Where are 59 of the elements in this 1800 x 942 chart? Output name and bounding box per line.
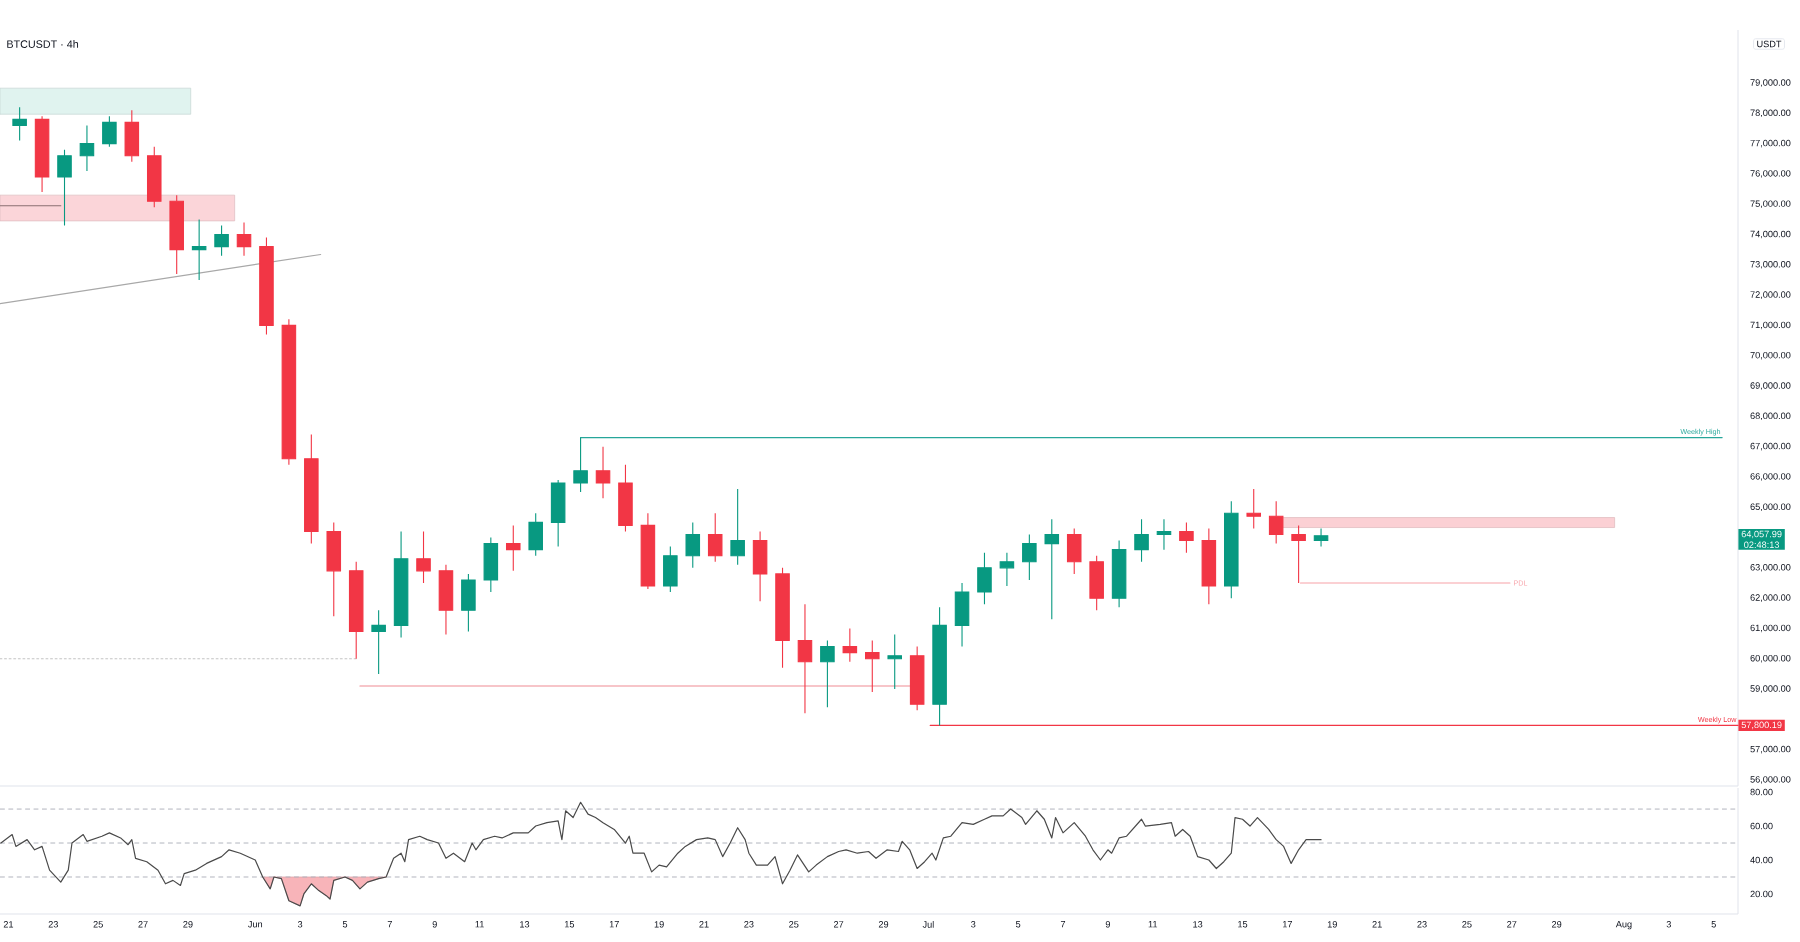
candlestick [550, 479, 566, 548]
candlestick [438, 564, 454, 636]
candlestick [820, 640, 835, 708]
candlestick [977, 552, 992, 605]
candlestick [1089, 555, 1104, 611]
candlestick [214, 224, 229, 257]
candlestick [146, 146, 162, 208]
candlestick [752, 530, 768, 602]
candlestick [1313, 527, 1329, 548]
candlestick [169, 194, 184, 275]
candlestick [191, 218, 207, 281]
candlestick [775, 567, 790, 669]
candlestick [909, 646, 925, 711]
candlestick [102, 115, 117, 148]
candlestick [1201, 527, 1217, 605]
candlestick [483, 536, 499, 593]
candlestick [1022, 533, 1037, 581]
candlestick [57, 149, 72, 226]
candlestick [640, 512, 656, 590]
candlestick [1111, 540, 1127, 608]
candlestick [954, 582, 970, 648]
candlestick [797, 603, 813, 714]
candlestick [1156, 518, 1172, 551]
candlestick [865, 640, 880, 693]
candlestick [1066, 527, 1082, 575]
candlestick [1134, 518, 1149, 563]
candlestick [1179, 521, 1194, 554]
candlestick [663, 546, 678, 593]
candlestick [685, 521, 701, 569]
candlestick [505, 524, 521, 572]
candlestick [573, 436, 588, 493]
candlestick [707, 512, 723, 563]
candlestick [1044, 518, 1060, 620]
candlestick [124, 109, 140, 163]
candlestick [730, 488, 745, 566]
candlestick [348, 561, 364, 660]
candlestick [1268, 500, 1284, 545]
candlestick [393, 530, 409, 639]
candlestick [236, 221, 252, 257]
candlestick [1246, 488, 1262, 529]
candlestick [281, 318, 297, 466]
candlestick [416, 530, 431, 584]
candlestick [1224, 500, 1239, 599]
candlestick [461, 573, 476, 633]
candlestick [79, 124, 95, 172]
candlestick [932, 606, 947, 726]
candlestick [618, 464, 633, 533]
candlestick [34, 115, 50, 193]
candlestick [1291, 524, 1306, 584]
candlestick [887, 633, 902, 690]
candlestick [304, 433, 319, 545]
candlestick [595, 446, 611, 499]
candlestick [528, 512, 543, 557]
candlestick [326, 521, 342, 617]
candlestick [842, 627, 858, 663]
candlestick [12, 106, 27, 142]
candlestick [259, 237, 274, 336]
candlestick [999, 552, 1015, 587]
candlestick [371, 609, 386, 675]
